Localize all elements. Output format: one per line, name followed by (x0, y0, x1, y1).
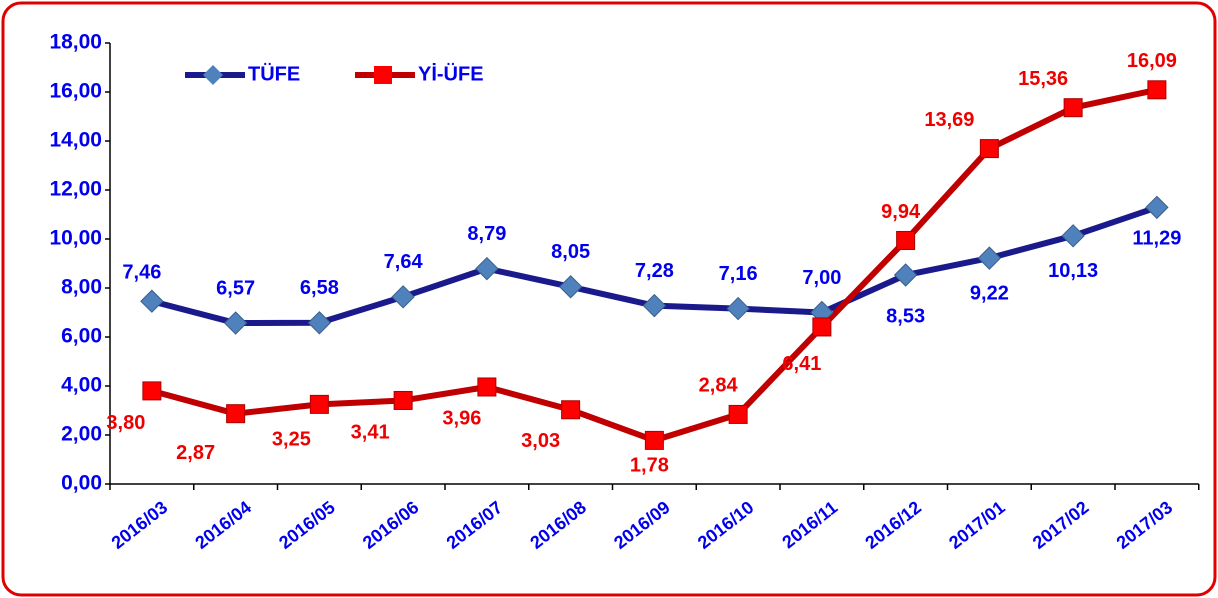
marker (812, 317, 832, 337)
data-label: 11,29 (1132, 228, 1181, 250)
y-tick-label: 2,00 (61, 423, 102, 446)
data-label: 3,96 (442, 407, 481, 429)
data-label: 8,79 (467, 223, 506, 245)
data-label: 10,13 (1048, 260, 1098, 282)
legend-marker (374, 66, 392, 84)
data-label: 3,80 (106, 412, 145, 434)
data-label: 15,36 (1018, 68, 1068, 90)
data-label: 3,03 (521, 430, 560, 452)
data-label: 16,09 (1127, 50, 1177, 72)
marker (223, 311, 248, 335)
data-label: 7,28 (635, 260, 674, 282)
marker (644, 430, 664, 450)
data-label: 7,64 (384, 251, 424, 273)
marker (1147, 80, 1167, 100)
data-label: 9,22 (970, 282, 1009, 304)
data-label: 7,46 (122, 262, 161, 284)
data-label: 6,41 (782, 353, 821, 375)
marker (393, 390, 413, 410)
marker (307, 311, 332, 335)
data-label: 8,53 (886, 305, 925, 327)
data-label: 9,94 (881, 201, 921, 223)
y-tick-label: 18,00 (49, 31, 102, 54)
y-tick-label: 12,00 (49, 178, 102, 201)
y-tick-label: 16,00 (49, 80, 102, 103)
data-label: 3,25 (272, 429, 311, 451)
data-label: 2,84 (699, 375, 739, 397)
marker (1063, 98, 1083, 118)
y-tick-label: 4,00 (61, 374, 102, 397)
data-label: 6,57 (216, 277, 255, 299)
marker (558, 275, 583, 299)
marker (728, 404, 748, 424)
marker (1061, 224, 1085, 248)
marker (140, 289, 164, 313)
marker (979, 139, 999, 159)
data-label: 3,41 (351, 422, 390, 444)
y-tick-label: 8,00 (61, 276, 102, 299)
y-tick-label: 6,00 (61, 325, 102, 348)
marker (309, 394, 329, 414)
y-tick-label: 0,00 (61, 472, 102, 495)
marker (475, 256, 499, 281)
marker (893, 263, 918, 287)
marker (977, 246, 1002, 270)
data-label: 1,78 (630, 455, 669, 477)
marker (726, 296, 750, 321)
y-tick-label: 10,00 (49, 227, 102, 250)
legend-marker (203, 65, 223, 85)
legend-label: TÜFE (248, 62, 300, 85)
marker (477, 377, 497, 397)
legend-label: Yİ-ÜFE (418, 62, 484, 85)
marker (391, 285, 415, 309)
data-label: 13,69 (924, 109, 974, 131)
marker (896, 230, 916, 250)
data-label: 6,58 (300, 277, 339, 299)
data-label: 7,00 (802, 267, 841, 289)
marker (1145, 195, 1169, 220)
data-label: 7,16 (719, 263, 758, 285)
marker (642, 293, 667, 318)
marker (142, 381, 162, 401)
marker (226, 404, 246, 424)
y-tick-label: 14,00 (49, 129, 102, 152)
data-label: 2,87 (176, 442, 215, 464)
data-label: 8,05 (551, 241, 590, 263)
marker (561, 400, 581, 420)
